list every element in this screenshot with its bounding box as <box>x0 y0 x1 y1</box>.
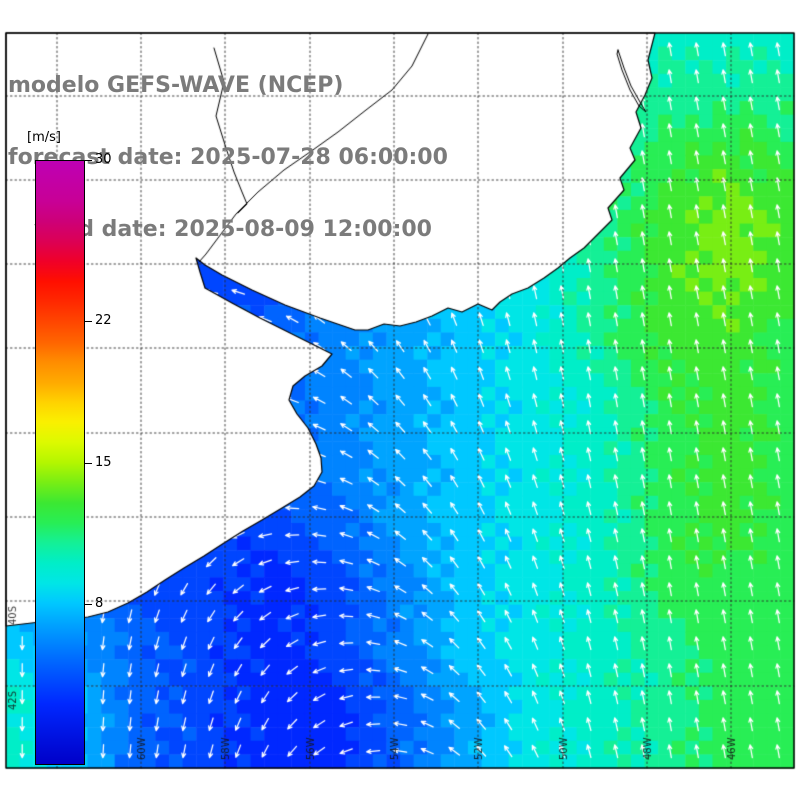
colorbar-tick-label: 30 <box>95 152 112 167</box>
colorbar-tick-mark <box>85 160 92 161</box>
colorbar-tick-label: 15 <box>95 454 112 470</box>
colorbar-tick-label: 8 <box>95 595 104 611</box>
colorbar-gradient <box>35 160 85 765</box>
model-title: modelo GEFS-WAVE (NCEP) <box>8 73 344 98</box>
colorbar-tick-label: 22 <box>95 313 112 329</box>
colorbar-tick-mark <box>85 462 92 464</box>
colorbar-tick-mark <box>85 321 92 323</box>
colorbar-unit-label: [m/s] <box>27 130 61 145</box>
colorbar-tick-mark <box>85 603 92 605</box>
